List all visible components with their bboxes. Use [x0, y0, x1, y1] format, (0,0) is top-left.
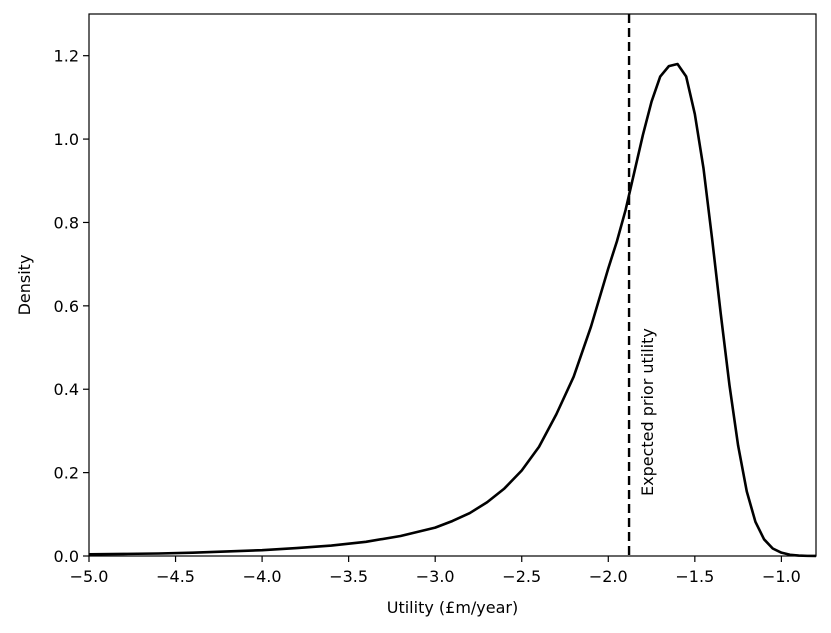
plot-marks [88, 62, 817, 558]
expected-prior-utility-label: Expected prior utility [638, 328, 657, 496]
y-tick-label: 1.0 [54, 130, 79, 149]
x-axis-ticks: −5.0 −4.5 −4.0 −3.5 −3.0 −2.5 −2.0 −1.5 −1.0 [70, 556, 801, 586]
x-tick-label: −4.0 [243, 567, 282, 586]
y-tick-label: 0.0 [54, 547, 79, 566]
x-axis-label: Utility (£m/year) [387, 598, 518, 617]
x-tick-label: −3.0 [416, 567, 455, 586]
x-tick-label: −1.5 [675, 567, 714, 586]
y-axis-ticks: 0.0 0.2 0.4 0.6 0.8 1.0 1.2 [54, 47, 89, 566]
axes-frame [88, 13, 817, 557]
x-tick-label: −4.5 [156, 567, 195, 586]
x-tick-label: −3.5 [329, 567, 368, 586]
y-axis-label: Density [15, 255, 34, 316]
y-tick-label: 0.8 [54, 213, 79, 232]
x-tick-label: −5.0 [70, 567, 109, 586]
y-tick-label: 1.2 [54, 47, 79, 66]
x-tick-label: −1.0 [762, 567, 801, 586]
y-tick-label: 0.2 [54, 464, 79, 483]
x-tick-label: −2.5 [502, 567, 541, 586]
y-tick-label: 0.4 [54, 380, 79, 399]
density-curve-1 [88, 62, 817, 558]
y-tick-label: 0.6 [54, 297, 79, 316]
x-tick-label: −2.0 [589, 567, 628, 586]
